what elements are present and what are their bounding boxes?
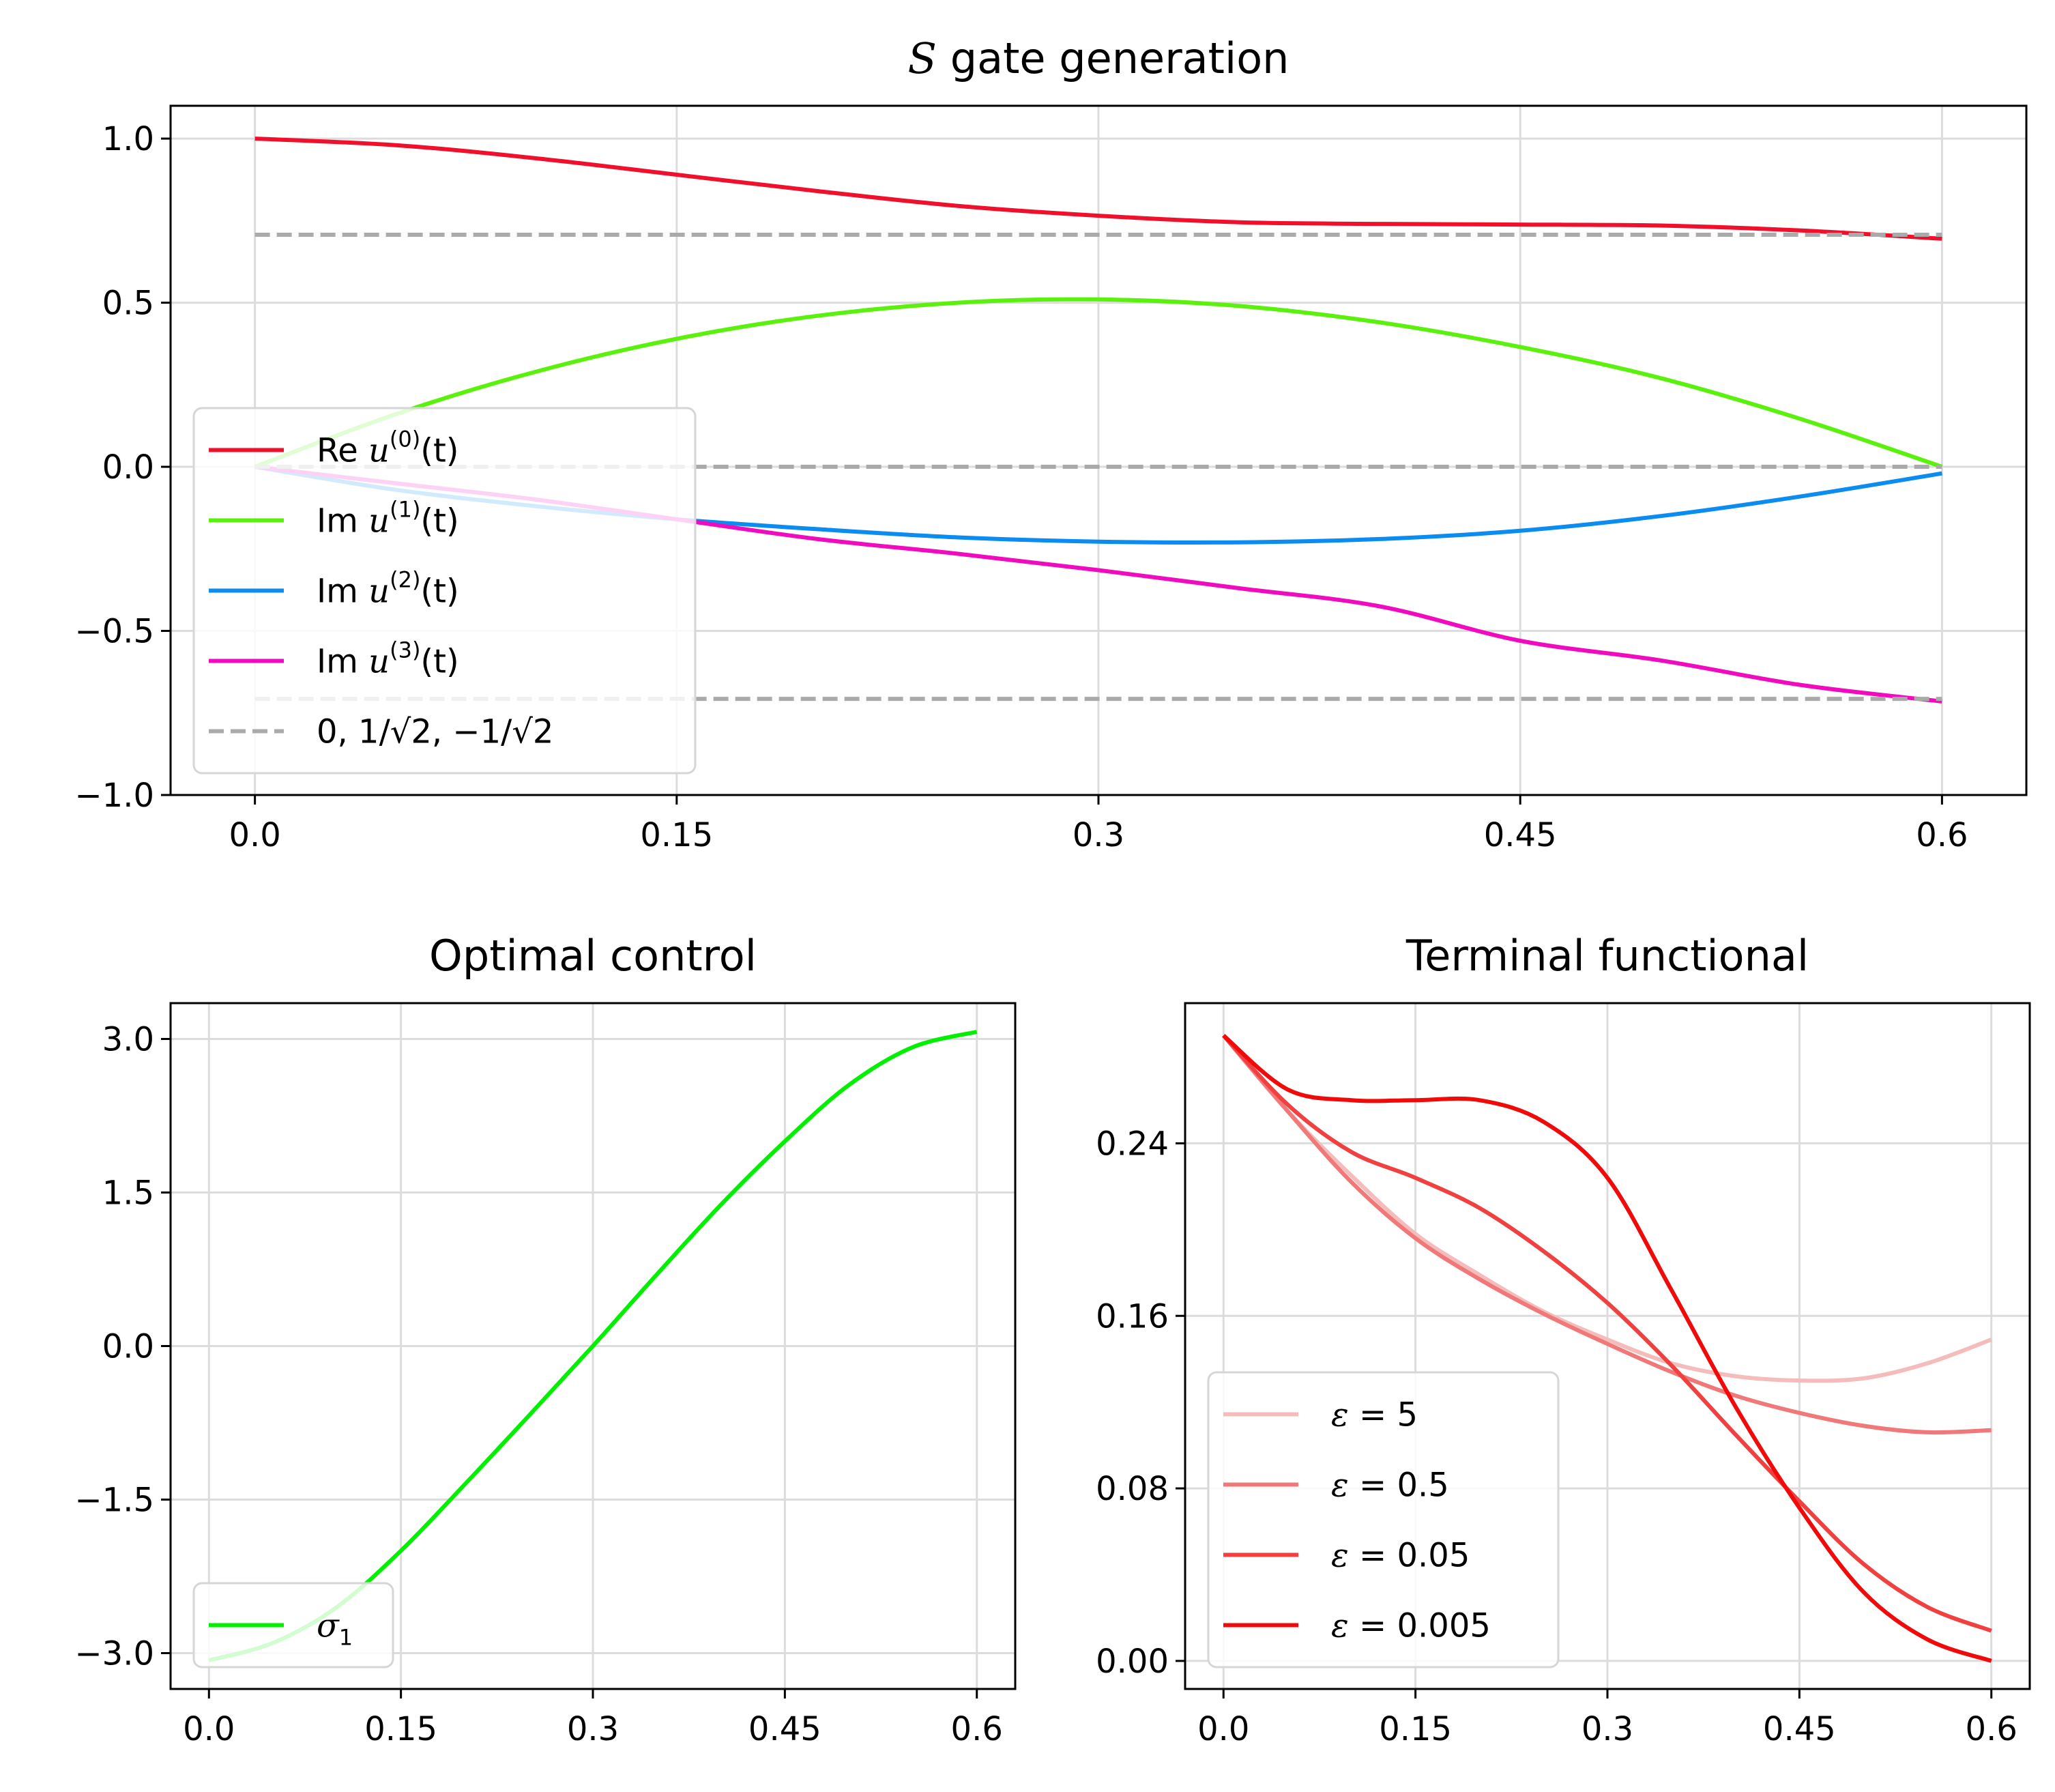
legend-superscript: (0) [390,427,420,452]
legend-rest: = 0.5 [1349,1466,1449,1505]
legend-variable: ε [1331,1466,1349,1505]
legend: σ1 [192,1582,394,1668]
x-tick-label: 0.3 [567,1710,619,1748]
x-tick-label: 0.3 [1073,816,1124,854]
y-tick-label: 0.0 [102,448,154,487]
y-tick-label: 0.0 [102,1328,154,1366]
chart-title: S gate generation [908,33,1289,83]
x-tick-label: 0.45 [748,1710,821,1748]
legend-variable: u [368,643,390,681]
legend-label: Im u(1)(t) [317,497,459,540]
y-tick-label: −3.0 [74,1635,154,1673]
y-tick-label: 3.0 [102,1021,154,1059]
legend-variable: u [368,573,390,611]
series-line-4 [1222,1034,1992,1663]
legend-box [1207,1371,1560,1668]
legend-label: ε = 5 [1331,1396,1418,1434]
legend-rest: = 5 [1349,1396,1418,1434]
axes-frame [169,1002,1017,1690]
chart-2: 0.0 0.15 0.3 0.45 0.6 −3.0 −1.5 0.0 1.5 3.0 Optima… [74,931,1017,1748]
legend-label: Im u(3)(t) [317,637,459,681]
legend-prefix: Im [317,573,368,611]
y-tick-label: 0.08 [1096,1470,1169,1508]
y-tick-label: −1.0 [74,777,154,815]
series-line-3 [1222,1034,1992,1633]
x-tick-label: 0.15 [1379,1710,1452,1748]
chart-3: 0.0 0.15 0.3 0.45 0.6 0.00 0.08 0.16 0.24 Termina… [1096,931,2031,1748]
y-tick-label: 0.00 [1096,1643,1169,1681]
chart-title: Optimal control [429,931,757,981]
x-tick-label: 0.15 [640,816,713,854]
plot-area [1222,1034,1992,1663]
y-tick-label: 0.24 [1096,1125,1169,1163]
chart-1: 0.0 0.15 0.3 0.45 0.6 −1.0 −0.5 0.0 0.5 1.0 S gate… [74,33,2028,854]
x-tick-label: 0.0 [1197,1710,1249,1748]
legend-box [192,1582,394,1668]
series-line-2 [254,297,1943,469]
chart-title: Terminal functional [1405,931,1809,981]
x-tick-label: 0.6 [951,1710,1003,1748]
legend-subscript: 1 [339,1625,353,1651]
legend-superscript: (2) [390,567,420,593]
x-tick-label: 0.45 [1484,816,1557,854]
legend-label: σ1 [317,1607,353,1651]
y-tick-label: 1.5 [102,1174,154,1213]
legend-variable: ε [1331,1396,1349,1434]
legend: ε = 5ε = 0.5ε = 0.05ε = 0.005 [1207,1371,1560,1668]
x-tick-label: 0.15 [364,1710,437,1748]
legend-prefix: Re [317,432,368,470]
legend-argument: (t) [420,502,458,540]
legend-variable: σ [317,1607,340,1645]
series-line-2 [1222,1034,1992,1435]
legend-variable: ε [1331,1537,1349,1575]
legend-label: 0, 1/√2, −1/√2 [317,713,553,751]
legend-argument: (t) [420,573,458,611]
legend-superscript: (3) [390,637,420,663]
series-line-1 [1222,1034,1992,1383]
x-tick-label: 0.6 [1916,816,1968,854]
x-tick-label: 0.3 [1582,1710,1633,1748]
legend-variable: ε [1331,1607,1349,1645]
legend-variable: u [368,502,390,540]
legend-argument: (t) [420,643,458,681]
legend-rest: = 0.05 [1349,1537,1470,1575]
legend-argument: (t) [420,432,458,470]
legend-label: Re u(0)(t) [317,427,459,470]
x-tick-label: 0.0 [229,816,280,854]
legend-box [192,407,697,775]
legend-label: ε = 0.05 [1331,1537,1470,1575]
legend-variable: u [368,432,390,470]
y-tick-label: 0.5 [102,285,154,323]
legend-rest: = 0.005 [1349,1607,1491,1645]
y-tick-label: −0.5 [74,613,154,651]
legend-label: Im u(2)(t) [317,567,459,611]
y-tick-label: 0.16 [1096,1297,1169,1335]
x-tick-label: 0.0 [183,1710,235,1748]
legend-label: ε = 0.005 [1331,1607,1491,1645]
legend: Re u(0)(t)Im u(1)(t)Im u(2)(t)Im u(3)(t)… [192,407,697,775]
axes-frame [1184,1002,2031,1690]
x-tick-label: 0.45 [1763,1710,1836,1748]
title-italic: S [908,33,937,83]
y-tick-label: 1.0 [102,120,154,158]
title-rest: gate generation [937,33,1289,83]
y-tick-label: −1.5 [74,1482,154,1520]
legend-label: ε = 0.5 [1331,1466,1449,1505]
legend-prefix: Im [317,502,368,540]
axes-frame [169,104,2028,796]
legend-superscript: (1) [390,497,420,523]
x-tick-label: 0.6 [1966,1710,2017,1748]
legend-prefix: Im [317,643,368,681]
series-line-1 [254,136,1942,241]
